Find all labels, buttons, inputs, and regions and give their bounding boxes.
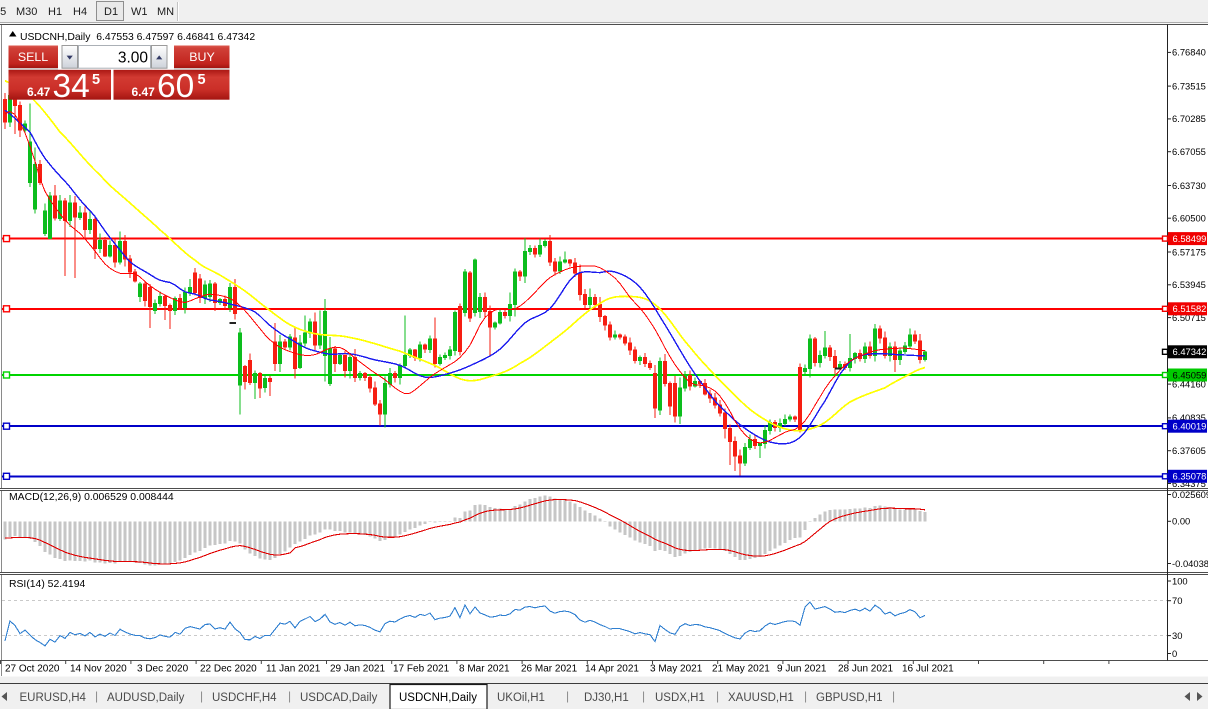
svg-text:6.47: 6.47 bbox=[27, 85, 51, 99]
svg-text:34: 34 bbox=[53, 68, 90, 105]
svg-text:14 Apr 2021: 14 Apr 2021 bbox=[585, 664, 639, 675]
svg-text:|: | bbox=[200, 689, 203, 703]
svg-text:EURUSD,H4: EURUSD,H4 bbox=[20, 692, 87, 704]
svg-text:0.00: 0.00 bbox=[1172, 516, 1190, 527]
svg-text:6.76840: 6.76840 bbox=[1172, 47, 1206, 58]
svg-text:6.73515: 6.73515 bbox=[1172, 80, 1206, 91]
svg-text:27 Oct 2020: 27 Oct 2020 bbox=[5, 664, 60, 675]
svg-text:M30: M30 bbox=[16, 6, 37, 18]
svg-text:6.50715: 6.50715 bbox=[1172, 312, 1206, 323]
svg-text:6.53945: 6.53945 bbox=[1172, 279, 1206, 290]
svg-text:100: 100 bbox=[1172, 575, 1188, 586]
svg-text:AUDUSD,Daily: AUDUSD,Daily bbox=[107, 692, 185, 704]
svg-text:6.35078: 6.35078 bbox=[1173, 471, 1207, 482]
svg-text:0.025609: 0.025609 bbox=[1172, 489, 1208, 500]
svg-text:6.58499: 6.58499 bbox=[1173, 233, 1207, 244]
svg-text:0: 0 bbox=[1172, 648, 1177, 659]
svg-text:6.44160: 6.44160 bbox=[1172, 378, 1206, 389]
svg-text:USDCHF,H4: USDCHF,H4 bbox=[212, 692, 277, 704]
svg-text:6.40019: 6.40019 bbox=[1173, 421, 1207, 432]
svg-text:|: | bbox=[716, 689, 719, 703]
svg-text:30: 30 bbox=[1172, 630, 1182, 641]
svg-text:14 Nov 2020: 14 Nov 2020 bbox=[70, 664, 127, 675]
svg-text:26 Mar 2021: 26 Mar 2021 bbox=[521, 664, 578, 675]
svg-text:USDCNH,Daily: USDCNH,Daily bbox=[399, 692, 477, 704]
svg-text:70: 70 bbox=[1172, 595, 1182, 606]
svg-text:29 Jan 2021: 29 Jan 2021 bbox=[330, 664, 385, 675]
svg-text:W1: W1 bbox=[131, 6, 148, 18]
svg-text:6.57175: 6.57175 bbox=[1172, 246, 1206, 257]
svg-text:UKOil,H1: UKOil,H1 bbox=[497, 692, 545, 704]
svg-text:9 Jun 2021: 9 Jun 2021 bbox=[777, 664, 827, 675]
svg-text:6.70285: 6.70285 bbox=[1172, 113, 1206, 124]
svg-text:6.47: 6.47 bbox=[132, 85, 156, 99]
svg-text:21 May 2021: 21 May 2021 bbox=[712, 664, 770, 675]
svg-text:6.45059: 6.45059 bbox=[1173, 369, 1207, 380]
svg-text:|: | bbox=[288, 689, 291, 703]
svg-text:|: | bbox=[804, 689, 807, 703]
svg-text:6.34375: 6.34375 bbox=[1172, 478, 1206, 489]
svg-text:H4: H4 bbox=[73, 6, 87, 18]
svg-text:8 Mar 2021: 8 Mar 2021 bbox=[459, 664, 510, 675]
svg-text:MACD(12,26,9) 0.006529 0.00844: MACD(12,26,9) 0.006529 0.008444 bbox=[9, 492, 174, 503]
svg-text:GBPUSD,H1: GBPUSD,H1 bbox=[816, 692, 882, 704]
svg-text:XAUUSD,H1: XAUUSD,H1 bbox=[728, 692, 794, 704]
svg-text:16 Jul 2021: 16 Jul 2021 bbox=[902, 664, 954, 675]
svg-text:3 Dec 2020: 3 Dec 2020 bbox=[137, 664, 189, 675]
svg-text:22 Dec 2020: 22 Dec 2020 bbox=[200, 664, 257, 675]
svg-text:60: 60 bbox=[157, 68, 194, 105]
svg-text:5: 5 bbox=[198, 72, 206, 88]
svg-text:H1: H1 bbox=[48, 6, 62, 18]
svg-text:DJ30,H1: DJ30,H1 bbox=[584, 692, 629, 704]
svg-text:D1: D1 bbox=[104, 6, 118, 18]
svg-text:11 Jan 2021: 11 Jan 2021 bbox=[266, 664, 321, 675]
svg-text:6.67055: 6.67055 bbox=[1172, 146, 1206, 157]
svg-text:3 May 2021: 3 May 2021 bbox=[650, 664, 703, 675]
svg-text:SELL: SELL bbox=[18, 50, 48, 64]
svg-text:28 Jun 2021: 28 Jun 2021 bbox=[838, 664, 893, 675]
svg-text:M5: M5 bbox=[0, 6, 6, 18]
svg-text:5: 5 bbox=[92, 72, 100, 88]
svg-text:USDCAD,Daily: USDCAD,Daily bbox=[300, 692, 378, 704]
svg-text:|: | bbox=[95, 689, 98, 703]
svg-text:USDCNH,Daily 6.47553 6.47597: USDCNH,Daily 6.47553 6.47597 6.46841 6.4… bbox=[20, 32, 255, 43]
svg-text:6.51582: 6.51582 bbox=[1173, 303, 1207, 314]
svg-text:|: | bbox=[566, 689, 569, 703]
svg-text:6.63730: 6.63730 bbox=[1172, 180, 1206, 191]
svg-text:RSI(14) 52.4194: RSI(14) 52.4194 bbox=[9, 579, 85, 590]
svg-text:6.60500: 6.60500 bbox=[1172, 213, 1206, 224]
svg-text:MN: MN bbox=[157, 6, 174, 18]
svg-text:3.00: 3.00 bbox=[118, 49, 149, 66]
svg-text:6.40835: 6.40835 bbox=[1172, 412, 1206, 423]
svg-text:6.37605: 6.37605 bbox=[1172, 445, 1206, 456]
svg-text:-0.04038: -0.04038 bbox=[1172, 558, 1208, 569]
svg-text:BUY: BUY bbox=[189, 50, 214, 64]
svg-text:17 Feb 2021: 17 Feb 2021 bbox=[393, 664, 450, 675]
svg-text:|: | bbox=[892, 689, 895, 703]
svg-text:|: | bbox=[642, 689, 645, 703]
svg-text:USDX,H1: USDX,H1 bbox=[655, 692, 705, 704]
svg-text:6.47342: 6.47342 bbox=[1173, 346, 1207, 357]
